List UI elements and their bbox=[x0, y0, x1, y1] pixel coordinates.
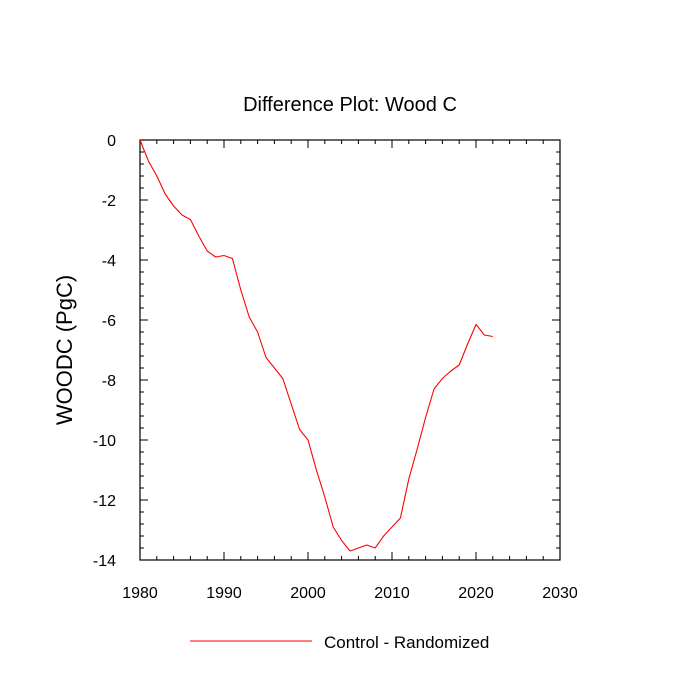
y-tick-label: -2 bbox=[102, 193, 116, 210]
plot-frame bbox=[139, 139, 561, 561]
x-tick-label: 2030 bbox=[542, 585, 578, 602]
series-line bbox=[139, 139, 493, 552]
x-tick-label: 2020 bbox=[458, 585, 494, 602]
legend-label: Control - Randomized bbox=[324, 633, 489, 652]
plot-area: 1980 1990 2000 2010 2020 2030 0 -2 -4 -6 -8 -10 -12 -… bbox=[93, 133, 578, 602]
chart-title: Difference Plot: Wood C bbox=[243, 94, 457, 116]
y-tick-label: -8 bbox=[102, 373, 116, 390]
y-axis-label: WOODC (PgC) bbox=[52, 275, 77, 425]
legend: Control - Randomized bbox=[190, 633, 489, 652]
x-tick-label: 2000 bbox=[290, 585, 326, 602]
y-tick-label: -4 bbox=[102, 253, 116, 270]
y-tick-label: -6 bbox=[102, 313, 116, 330]
x-tick-label: 1980 bbox=[122, 585, 158, 602]
y-tick-label: 0 bbox=[107, 133, 116, 150]
y-tick-label: -14 bbox=[93, 553, 116, 570]
x-tick-label: 1990 bbox=[206, 585, 242, 602]
x-tick-label: 2010 bbox=[374, 585, 410, 602]
y-tick-label: -12 bbox=[93, 493, 116, 510]
y-tick-label: -10 bbox=[93, 433, 116, 450]
